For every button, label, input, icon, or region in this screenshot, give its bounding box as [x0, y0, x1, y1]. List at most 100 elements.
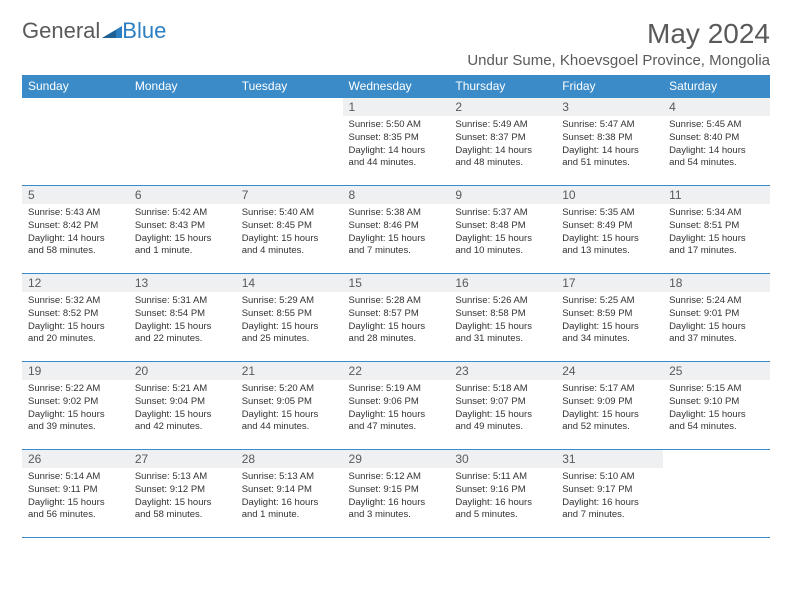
day-details: Sunrise: 5:25 AMSunset: 8:59 PMDaylight:…	[556, 292, 663, 350]
calendar-day-cell: 19Sunrise: 5:22 AMSunset: 9:02 PMDayligh…	[22, 362, 129, 450]
day-details: Sunrise: 5:10 AMSunset: 9:17 PMDaylight:…	[556, 468, 663, 526]
calendar-day-cell: 13Sunrise: 5:31 AMSunset: 8:54 PMDayligh…	[129, 274, 236, 362]
calendar-day-cell: 17Sunrise: 5:25 AMSunset: 8:59 PMDayligh…	[556, 274, 663, 362]
day-number: 30	[449, 450, 556, 468]
day-number: 14	[236, 274, 343, 292]
day-details: Sunrise: 5:47 AMSunset: 8:38 PMDaylight:…	[556, 116, 663, 174]
brand-part2: Blue	[122, 18, 166, 44]
weekday-header: Saturday	[663, 75, 770, 98]
calendar-day-cell	[236, 98, 343, 186]
day-number: 21	[236, 362, 343, 380]
day-details: Sunrise: 5:13 AMSunset: 9:14 PMDaylight:…	[236, 468, 343, 526]
calendar-day-cell: 20Sunrise: 5:21 AMSunset: 9:04 PMDayligh…	[129, 362, 236, 450]
day-number: 9	[449, 186, 556, 204]
calendar-day-cell	[663, 450, 770, 538]
day-details: Sunrise: 5:24 AMSunset: 9:01 PMDaylight:…	[663, 292, 770, 350]
day-details: Sunrise: 5:50 AMSunset: 8:35 PMDaylight:…	[343, 116, 450, 174]
weekday-header-row: Sunday Monday Tuesday Wednesday Thursday…	[22, 75, 770, 98]
calendar-week-row: 26Sunrise: 5:14 AMSunset: 9:11 PMDayligh…	[22, 450, 770, 538]
day-details: Sunrise: 5:31 AMSunset: 8:54 PMDaylight:…	[129, 292, 236, 350]
calendar-day-cell: 26Sunrise: 5:14 AMSunset: 9:11 PMDayligh…	[22, 450, 129, 538]
calendar-week-row: 5Sunrise: 5:43 AMSunset: 8:42 PMDaylight…	[22, 186, 770, 274]
calendar-day-cell: 11Sunrise: 5:34 AMSunset: 8:51 PMDayligh…	[663, 186, 770, 274]
calendar-day-cell: 4Sunrise: 5:45 AMSunset: 8:40 PMDaylight…	[663, 98, 770, 186]
weekday-header: Thursday	[449, 75, 556, 98]
calendar-day-cell: 8Sunrise: 5:38 AMSunset: 8:46 PMDaylight…	[343, 186, 450, 274]
day-details: Sunrise: 5:37 AMSunset: 8:48 PMDaylight:…	[449, 204, 556, 262]
calendar-day-cell: 30Sunrise: 5:11 AMSunset: 9:16 PMDayligh…	[449, 450, 556, 538]
day-details: Sunrise: 5:20 AMSunset: 9:05 PMDaylight:…	[236, 380, 343, 438]
day-number: 25	[663, 362, 770, 380]
day-number: 22	[343, 362, 450, 380]
location-text: Undur Sume, Khoevsgoel Province, Mongoli…	[22, 52, 770, 69]
day-number: 29	[343, 450, 450, 468]
calendar-day-cell: 5Sunrise: 5:43 AMSunset: 8:42 PMDaylight…	[22, 186, 129, 274]
brand-logo: General Blue	[22, 18, 166, 44]
day-number: 27	[129, 450, 236, 468]
calendar-day-cell: 21Sunrise: 5:20 AMSunset: 9:05 PMDayligh…	[236, 362, 343, 450]
calendar-day-cell	[22, 98, 129, 186]
calendar-day-cell: 24Sunrise: 5:17 AMSunset: 9:09 PMDayligh…	[556, 362, 663, 450]
day-number: 5	[22, 186, 129, 204]
day-number: 3	[556, 98, 663, 116]
calendar-week-row: 12Sunrise: 5:32 AMSunset: 8:52 PMDayligh…	[22, 274, 770, 362]
day-number: 31	[556, 450, 663, 468]
day-details: Sunrise: 5:34 AMSunset: 8:51 PMDaylight:…	[663, 204, 770, 262]
day-details: Sunrise: 5:29 AMSunset: 8:55 PMDaylight:…	[236, 292, 343, 350]
day-details: Sunrise: 5:12 AMSunset: 9:15 PMDaylight:…	[343, 468, 450, 526]
day-number: 7	[236, 186, 343, 204]
day-details: Sunrise: 5:14 AMSunset: 9:11 PMDaylight:…	[22, 468, 129, 526]
day-details: Sunrise: 5:19 AMSunset: 9:06 PMDaylight:…	[343, 380, 450, 438]
calendar-day-cell: 12Sunrise: 5:32 AMSunset: 8:52 PMDayligh…	[22, 274, 129, 362]
calendar-day-cell: 15Sunrise: 5:28 AMSunset: 8:57 PMDayligh…	[343, 274, 450, 362]
calendar-day-cell: 25Sunrise: 5:15 AMSunset: 9:10 PMDayligh…	[663, 362, 770, 450]
day-details: Sunrise: 5:17 AMSunset: 9:09 PMDaylight:…	[556, 380, 663, 438]
page-title: May 2024	[647, 18, 770, 50]
day-details: Sunrise: 5:13 AMSunset: 9:12 PMDaylight:…	[129, 468, 236, 526]
weekday-header: Wednesday	[343, 75, 450, 98]
day-number: 20	[129, 362, 236, 380]
calendar-table: Sunday Monday Tuesday Wednesday Thursday…	[22, 75, 770, 538]
day-details: Sunrise: 5:15 AMSunset: 9:10 PMDaylight:…	[663, 380, 770, 438]
day-number: 4	[663, 98, 770, 116]
day-details: Sunrise: 5:42 AMSunset: 8:43 PMDaylight:…	[129, 204, 236, 262]
calendar-day-cell: 1Sunrise: 5:50 AMSunset: 8:35 PMDaylight…	[343, 98, 450, 186]
day-number: 24	[556, 362, 663, 380]
calendar-day-cell: 27Sunrise: 5:13 AMSunset: 9:12 PMDayligh…	[129, 450, 236, 538]
day-number: 18	[663, 274, 770, 292]
day-details: Sunrise: 5:11 AMSunset: 9:16 PMDaylight:…	[449, 468, 556, 526]
day-details: Sunrise: 5:28 AMSunset: 8:57 PMDaylight:…	[343, 292, 450, 350]
calendar-day-cell: 31Sunrise: 5:10 AMSunset: 9:17 PMDayligh…	[556, 450, 663, 538]
day-details: Sunrise: 5:21 AMSunset: 9:04 PMDaylight:…	[129, 380, 236, 438]
day-number: 6	[129, 186, 236, 204]
calendar-day-cell: 3Sunrise: 5:47 AMSunset: 8:38 PMDaylight…	[556, 98, 663, 186]
calendar-day-cell: 10Sunrise: 5:35 AMSunset: 8:49 PMDayligh…	[556, 186, 663, 274]
day-number: 19	[22, 362, 129, 380]
day-details: Sunrise: 5:49 AMSunset: 8:37 PMDaylight:…	[449, 116, 556, 174]
day-details: Sunrise: 5:35 AMSunset: 8:49 PMDaylight:…	[556, 204, 663, 262]
calendar-week-row: 19Sunrise: 5:22 AMSunset: 9:02 PMDayligh…	[22, 362, 770, 450]
calendar-day-cell: 28Sunrise: 5:13 AMSunset: 9:14 PMDayligh…	[236, 450, 343, 538]
calendar-day-cell: 7Sunrise: 5:40 AMSunset: 8:45 PMDaylight…	[236, 186, 343, 274]
brand-part1: General	[22, 18, 100, 44]
day-number: 1	[343, 98, 450, 116]
calendar-day-cell: 23Sunrise: 5:18 AMSunset: 9:07 PMDayligh…	[449, 362, 556, 450]
weekday-header: Sunday	[22, 75, 129, 98]
calendar-day-cell: 6Sunrise: 5:42 AMSunset: 8:43 PMDaylight…	[129, 186, 236, 274]
day-details: Sunrise: 5:22 AMSunset: 9:02 PMDaylight:…	[22, 380, 129, 438]
day-details: Sunrise: 5:45 AMSunset: 8:40 PMDaylight:…	[663, 116, 770, 174]
day-number: 8	[343, 186, 450, 204]
day-number: 2	[449, 98, 556, 116]
calendar-week-row: 1Sunrise: 5:50 AMSunset: 8:35 PMDaylight…	[22, 98, 770, 186]
day-details: Sunrise: 5:32 AMSunset: 8:52 PMDaylight:…	[22, 292, 129, 350]
calendar-day-cell: 2Sunrise: 5:49 AMSunset: 8:37 PMDaylight…	[449, 98, 556, 186]
weekday-header: Friday	[556, 75, 663, 98]
day-number: 23	[449, 362, 556, 380]
calendar-day-cell: 16Sunrise: 5:26 AMSunset: 8:58 PMDayligh…	[449, 274, 556, 362]
calendar-day-cell: 9Sunrise: 5:37 AMSunset: 8:48 PMDaylight…	[449, 186, 556, 274]
calendar-day-cell: 18Sunrise: 5:24 AMSunset: 9:01 PMDayligh…	[663, 274, 770, 362]
day-details: Sunrise: 5:40 AMSunset: 8:45 PMDaylight:…	[236, 204, 343, 262]
day-details: Sunrise: 5:38 AMSunset: 8:46 PMDaylight:…	[343, 204, 450, 262]
day-details: Sunrise: 5:43 AMSunset: 8:42 PMDaylight:…	[22, 204, 129, 262]
calendar-day-cell	[129, 98, 236, 186]
